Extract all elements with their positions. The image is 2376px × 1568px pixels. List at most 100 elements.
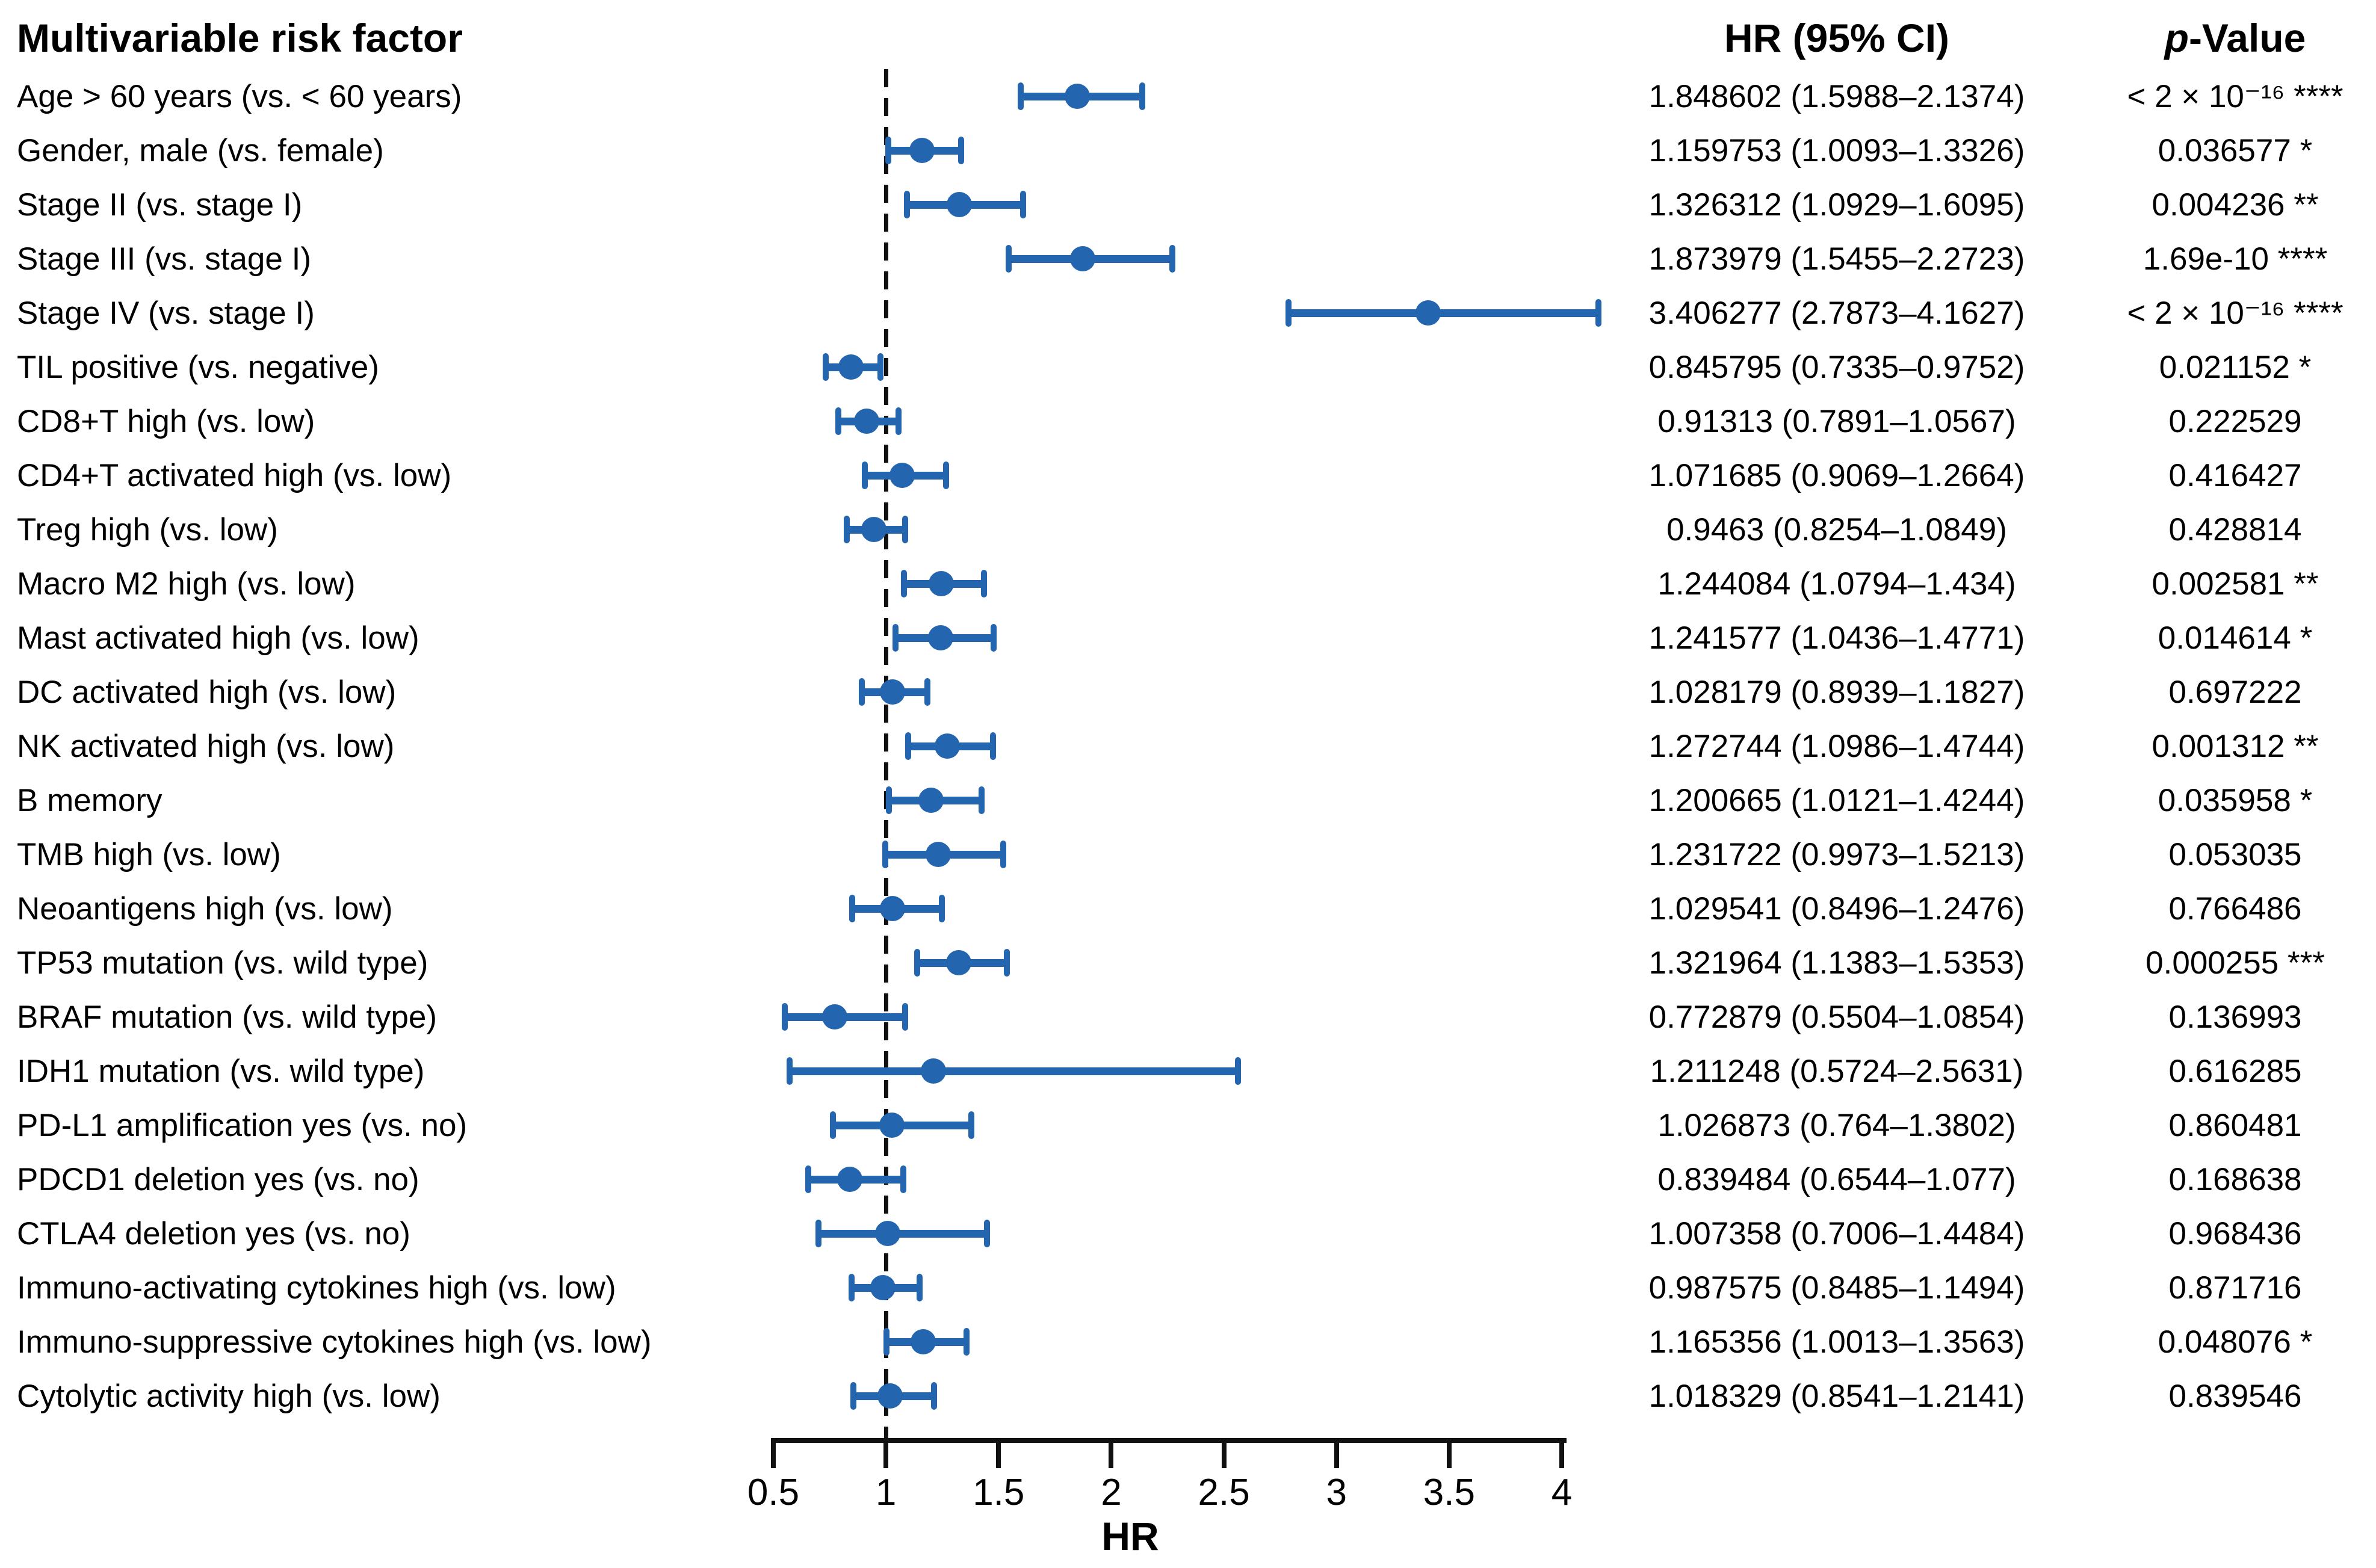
hr-ci-value: 0.987575 (0.8485–1.1494) xyxy=(1648,1270,2025,1306)
hr-ci-value: 1.211248 (0.5724–2.5631) xyxy=(1650,1053,2024,1089)
forest-plot-cell xyxy=(751,1369,1579,1423)
hr-point-marker xyxy=(822,1004,848,1029)
forest-plot-cell xyxy=(751,394,1579,448)
hr-ci-value: 1.321964 (1.1383–1.5353) xyxy=(1648,945,2025,981)
hr-ci-value: 1.848602 (1.5988–2.1374) xyxy=(1648,78,2025,114)
p-value: 0.021152 * xyxy=(2159,349,2312,385)
table-row: NK activated high (vs. low) 1.272744 (1.0… xyxy=(0,719,2376,773)
table-row: TP53 mutation (vs. wild type) 1.321964 (1… xyxy=(0,936,2376,990)
ci-cap-low xyxy=(850,1382,856,1410)
ci-cap-high xyxy=(942,461,949,489)
p-value: 0.053035 xyxy=(2168,836,2302,872)
table-row: Neoantigens high (vs. low) 1.029541 (0.84… xyxy=(0,881,2376,936)
ci-cap-high xyxy=(1003,949,1010,977)
p-value: 0.860481 xyxy=(2168,1107,2302,1143)
hr-point-marker xyxy=(880,896,906,921)
risk-factor-label: PDCD1 deletion yes (vs. no) xyxy=(17,1161,419,1197)
forest-plot-cell xyxy=(751,1152,1579,1206)
risk-factor-label: Treg high (vs. low) xyxy=(17,511,278,548)
p-value: 1.69e-10 **** xyxy=(2142,241,2328,277)
ci-cap-high xyxy=(968,1111,975,1139)
table-row: CD4+T activated high (vs. low) 1.071685 (… xyxy=(0,448,2376,502)
risk-factor-label: B memory xyxy=(17,782,162,818)
ci-cap-low xyxy=(823,353,829,381)
table-row: Stage II (vs. stage I) 1.326312 (1.0929–1… xyxy=(0,177,2376,232)
forest-plot-cell xyxy=(751,232,1579,286)
ci-cap-low xyxy=(829,1111,836,1139)
hr-point-marker xyxy=(947,192,973,217)
table-row: CTLA4 deletion yes (vs. no) 1.007358 (0.7… xyxy=(0,1206,2376,1261)
hr-ci-value: 1.018329 (0.8541–1.2141) xyxy=(1648,1378,2025,1414)
ci-cap-high xyxy=(917,1274,923,1301)
x-axis-tick-label: 3 xyxy=(1326,1472,1347,1513)
hr-point-marker xyxy=(874,1221,900,1246)
ci-cap-low xyxy=(843,516,850,543)
x-axis-tick xyxy=(883,1438,889,1468)
hr-ci-value: 1.029541 (0.8496–1.2476) xyxy=(1648,890,2025,927)
ci-cap-high xyxy=(980,570,987,597)
ci-interval-line xyxy=(790,1067,1239,1075)
p-value: 0.428814 xyxy=(2168,511,2302,548)
hr-ci-value: 1.272744 (1.0986–1.4744) xyxy=(1648,728,2025,764)
p-value: 0.168638 xyxy=(2168,1161,2302,1197)
risk-factor-label: TMB high (vs. low) xyxy=(17,836,281,872)
x-axis-tick xyxy=(1334,1438,1339,1468)
reference-line-hr1 xyxy=(883,69,888,1438)
forest-plot-cell xyxy=(751,1098,1579,1152)
risk-factor-label: CTLA4 deletion yes (vs. no) xyxy=(17,1215,410,1252)
p-value: 0.871716 xyxy=(2168,1270,2302,1306)
hr-point-marker xyxy=(879,1113,905,1138)
hr-ci-value: 0.9463 (0.8254–1.0849) xyxy=(1666,511,2007,548)
ci-cap-high xyxy=(1595,299,1601,327)
risk-factor-label: Gender, male (vs. female) xyxy=(17,132,384,168)
hr-ci-value: 1.326312 (1.0929–1.6095) xyxy=(1648,187,2025,223)
forest-plot-cell xyxy=(751,177,1579,232)
hr-point-marker xyxy=(921,1058,947,1084)
forest-rows: Age > 60 years (vs. < 60 years) 1.848602 … xyxy=(0,69,2376,1423)
ci-cap-low xyxy=(1018,82,1024,110)
hr-ci-value: 0.772879 (0.5504–1.0854) xyxy=(1648,999,2025,1035)
x-axis-tick xyxy=(771,1438,776,1468)
forest-plot-cell xyxy=(751,1261,1579,1315)
hr-point-marker xyxy=(1070,246,1096,271)
forest-plot-cell xyxy=(751,69,1579,123)
ci-cap-high xyxy=(979,786,985,814)
forest-plot-cell xyxy=(751,1206,1579,1261)
hr-point-marker xyxy=(837,1167,863,1192)
ci-cap-high xyxy=(1169,245,1176,273)
forest-plot-cell xyxy=(751,719,1579,773)
hr-point-marker xyxy=(927,625,953,650)
hr-ci-value: 1.071685 (0.9069–1.2664) xyxy=(1648,457,2025,493)
ci-cap-low xyxy=(893,624,899,652)
hr-ci-header: HR (95% CI) xyxy=(1724,15,1950,60)
table-row: PD-L1 amplification yes (vs. no) 1.026873… xyxy=(0,1098,2376,1152)
risk-factor-label: NK activated high (vs. low) xyxy=(17,728,395,764)
p-value: 0.048076 * xyxy=(2158,1324,2313,1360)
ci-cap-low xyxy=(905,732,912,760)
hr-point-marker xyxy=(935,733,961,759)
table-row: Gender, male (vs. female) 1.159753 (1.009… xyxy=(0,123,2376,177)
risk-factor-label: Stage III (vs. stage I) xyxy=(17,241,311,277)
forest-plot-cell xyxy=(751,827,1579,881)
hr-point-marker xyxy=(838,354,864,380)
p-value: 0.697222 xyxy=(2168,674,2302,710)
hr-point-marker xyxy=(909,138,935,163)
hr-point-marker xyxy=(925,842,951,867)
x-axis-tick-label: 1 xyxy=(875,1472,897,1513)
x-axis-title: HR xyxy=(1101,1514,1159,1558)
risk-factor-label: Immuno-activating cytokines high (vs. lo… xyxy=(17,1270,616,1306)
x-axis-tick xyxy=(1109,1438,1114,1468)
forest-plot-cell xyxy=(751,665,1579,719)
forest-plot-cell xyxy=(751,340,1579,394)
ci-cap-high xyxy=(963,1328,970,1356)
risk-factor-label: Age > 60 years (vs. < 60 years) xyxy=(17,78,462,114)
ci-cap-low xyxy=(849,1274,855,1301)
ci-cap-low xyxy=(885,786,892,814)
ci-cap-high xyxy=(924,678,930,706)
ci-cap-low xyxy=(805,1165,811,1193)
risk-factor-label: DC activated high (vs. low) xyxy=(17,674,397,710)
p-value: 0.014614 * xyxy=(2158,620,2313,656)
risk-factor-label: PD-L1 amplification yes (vs. no) xyxy=(17,1107,468,1143)
table-row: Stage IV (vs. stage I) 3.406277 (2.7873–4… xyxy=(0,286,2376,340)
risk-factor-label: TP53 mutation (vs. wild type) xyxy=(17,945,428,981)
